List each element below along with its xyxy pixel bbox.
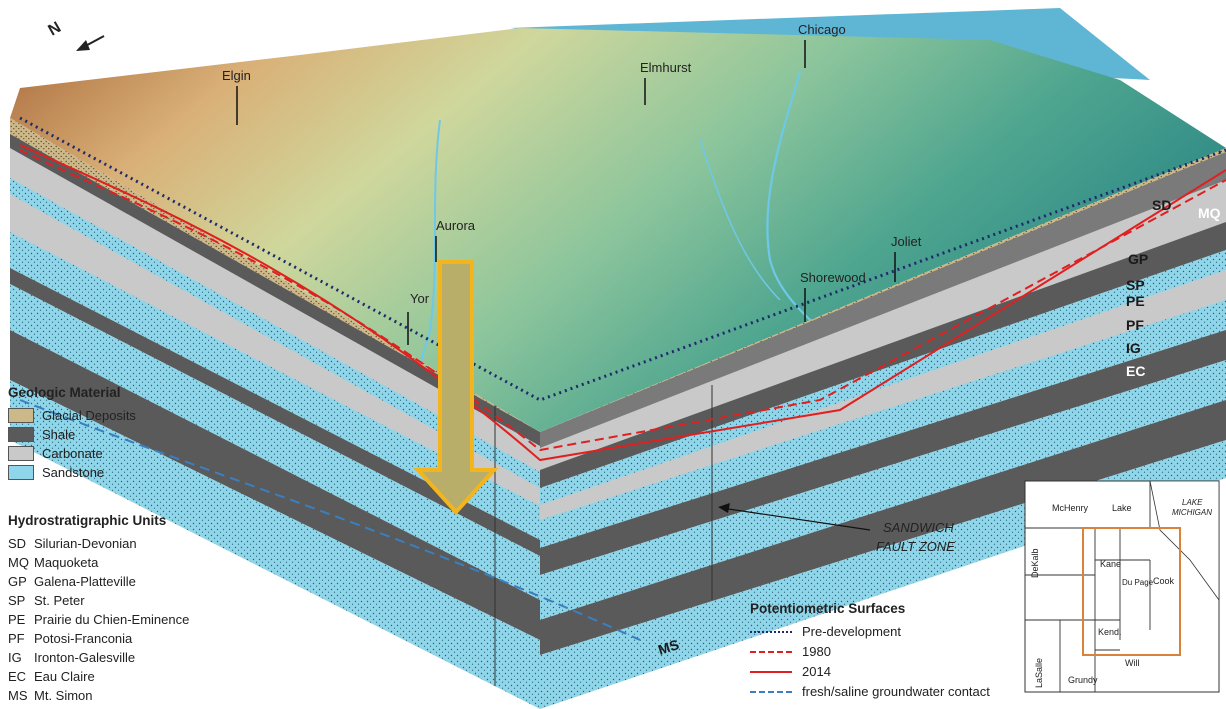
left-face [10,118,540,709]
svg-text:IG: IG [1126,340,1141,356]
city-yorkville: Yor [410,291,430,306]
hydro-unit-abbr: GP [8,573,27,589]
city-labels: Chicago Elmhurst Elgin Aurora Yor Joliet… [222,22,922,345]
city-aurora: Aurora [436,218,476,233]
surface-1980 [19,149,1226,452]
hydro-unit-abbr: SD [8,535,27,551]
svg-text:DeKalb: DeKalb [1030,548,1040,578]
svg-text:SP: SP [1126,277,1145,293]
downward-arrow [413,260,499,515]
svg-text:McHenry: McHenry [1052,503,1089,513]
hydro-unit-row: MQ Maquoketa [8,553,189,572]
hydro-unit-name: Ironton-Galesville [34,649,136,665]
potentiometric-label: 2014 [802,664,831,679]
svg-text:Kane: Kane [1100,559,1121,569]
terrain-surface [10,28,1226,432]
dupage-river [699,139,781,301]
legend-shale: Shale [8,425,136,444]
geologic-material-title: Geologic Material [8,385,121,400]
svg-text:Du Page: Du Page [1122,578,1154,587]
hydro-unit-name: St. Peter [34,592,85,608]
svg-text:SD: SD [1152,197,1171,213]
legend-carbonate: Carbonate [8,444,136,463]
hydro-unit-row: EC Eau Claire [8,667,189,686]
svg-text:EC: EC [1126,363,1145,379]
potentiometric-line-swatch [750,671,792,673]
hydro-unit-name: Prairie du Chien-Eminence [34,611,190,627]
svg-text:LaSalle: LaSalle [1034,658,1044,688]
shale-swatch [8,427,34,442]
hydro-unit-abbr: MS [8,687,28,703]
inset-map: McHenry Lake DeKalb Kane Du Page Cook Ke… [1024,480,1220,693]
potentiometric-row: Pre-development [750,622,990,642]
svg-text:PF: PF [1126,317,1144,333]
svg-text:Cook: Cook [1153,576,1175,586]
svg-text:LAKE: LAKE [1182,498,1203,507]
potentiometric-label: Pre-development [802,624,901,639]
unit-labels: SD MQ GP SP PE PF IG EC MS [656,197,1221,658]
city-joliet: Joliet [891,234,922,249]
hydro-units-legend: Hydrostratigraphic Units SD Silurian-Devo… [8,512,189,705]
legend-sandstone: Sandstone [8,463,136,482]
potentiometric-label: fresh/saline groundwater contact [802,684,990,699]
hydro-unit-name: Silurian-Devonian [34,535,137,551]
potentiometric-line-swatch [750,691,792,693]
potentiometric-row: 2014 [750,662,990,682]
hydro-unit-abbr: IG [8,649,22,665]
hydro-unit-name: Maquoketa [34,554,99,570]
sandstone-swatch [8,465,34,480]
legend-glacial: Glacial Deposits [8,406,136,425]
surface-2014 [19,144,1226,462]
city-elmhurst: Elmhurst [640,60,692,75]
hydro-unit-name: Potosi-Franconia [34,630,133,646]
city-shorewood: Shorewood [800,270,866,285]
potentiometric-legend: Potentiometric Surfaces Pre-development 1… [750,600,990,702]
svg-text:Grundy: Grundy [1068,675,1098,685]
potentiometric-label: 1980 [802,644,831,659]
potentiometric-row: fresh/saline groundwater contact [750,682,990,702]
fault-zone-annotation: SANDWICH FAULT ZONE [718,503,955,554]
svg-text:MQ: MQ [1198,205,1221,221]
city-elgin: Elgin [222,68,251,83]
fresh-saline-contact [19,399,641,641]
hydro-unit-row: SP St. Peter [8,591,189,610]
hydro-units-title: Hydrostratigraphic Units [8,513,167,528]
fox-river [419,119,441,371]
glacial-swatch [8,408,34,423]
hydro-unit-row: MS Mt. Simon [8,686,189,705]
potentiometric-title: Potentiometric Surfaces [750,601,906,616]
hydro-unit-name: Eau Claire [34,668,95,684]
hydro-unit-abbr: SP [8,592,26,608]
svg-text:Kend.: Kend. [1098,627,1122,637]
svg-text:FAULT ZONE: FAULT ZONE [876,539,955,554]
hydro-unit-row: GP Galena-Platteville [8,572,189,591]
svg-text:SANDWICH: SANDWICH [883,520,954,535]
hydro-unit-abbr: MQ [8,554,29,570]
hydro-unit-row: SD Silurian-Devonian [8,534,189,553]
north-label: N [46,19,65,40]
svg-text:PE: PE [1126,293,1145,309]
city-chicago: Chicago [798,22,846,37]
potentiometric-line-swatch [750,631,792,633]
hydro-unit-row: IG Ironton-Galesville [8,648,189,667]
hydro-unit-name: Galena-Platteville [34,573,136,589]
carbonate-swatch [8,446,34,461]
hydro-unit-abbr: PE [8,611,26,627]
hydro-unit-row: PF Potosi-Franconia [8,629,189,648]
svg-text:Will: Will [1125,658,1140,668]
svg-text:MICHIGAN: MICHIGAN [1172,508,1212,517]
svg-text:MS: MS [656,636,681,658]
hydro-unit-abbr: EC [8,668,27,684]
hydro-unit-name: Mt. Simon [34,687,93,703]
north-arrow: N [46,19,105,51]
geologic-material-legend: Geologic Material Glacial Deposits Shale… [8,384,136,482]
svg-text:GP: GP [1128,251,1148,267]
potentiometric-line-swatch [750,651,792,653]
potentiometric-row: 1980 [750,642,990,662]
svg-text:Lake: Lake [1112,503,1132,513]
hydro-unit-abbr: PF [8,630,25,646]
hydro-unit-row: PE Prairie du Chien-Eminence [8,610,189,629]
